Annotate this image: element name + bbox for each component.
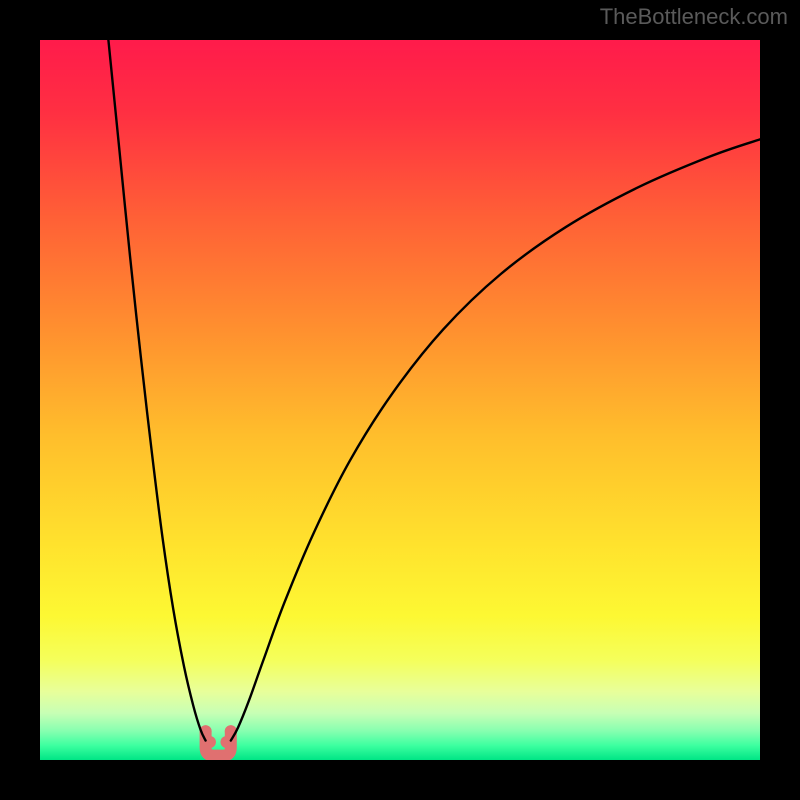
watermark-text: TheBottleneck.com [600,4,788,30]
bottleneck-chart [0,0,800,800]
gradient-background [40,40,760,760]
chart-container: TheBottleneck.com [0,0,800,800]
